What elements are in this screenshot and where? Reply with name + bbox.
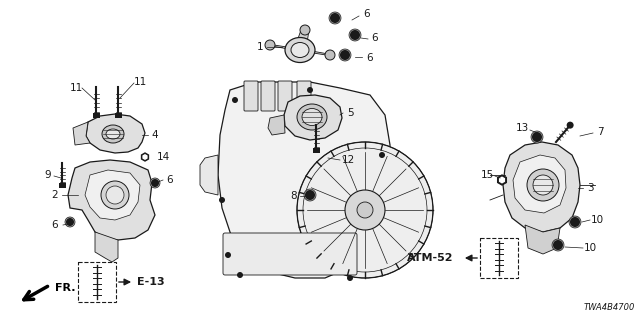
FancyBboxPatch shape [115, 113, 122, 117]
Polygon shape [513, 155, 566, 213]
Circle shape [219, 197, 225, 203]
Circle shape [237, 272, 243, 278]
Circle shape [531, 131, 543, 143]
Polygon shape [73, 122, 90, 145]
Circle shape [350, 30, 360, 40]
Polygon shape [200, 155, 218, 195]
Ellipse shape [106, 129, 120, 139]
Circle shape [552, 239, 564, 251]
Polygon shape [143, 155, 147, 159]
Polygon shape [266, 45, 306, 50]
Text: 6: 6 [372, 33, 378, 43]
Text: 6: 6 [52, 220, 58, 230]
Circle shape [66, 218, 74, 226]
Text: TWA4B4700: TWA4B4700 [584, 303, 635, 312]
FancyBboxPatch shape [278, 81, 292, 111]
Circle shape [150, 178, 160, 188]
Text: E-13: E-13 [137, 277, 165, 287]
Circle shape [345, 190, 385, 230]
Circle shape [329, 12, 341, 24]
Text: 10: 10 [584, 243, 596, 253]
FancyBboxPatch shape [93, 113, 99, 117]
FancyBboxPatch shape [58, 182, 65, 188]
Polygon shape [68, 160, 155, 240]
Circle shape [232, 97, 238, 103]
Text: 12: 12 [341, 155, 355, 165]
Circle shape [569, 216, 581, 228]
Circle shape [357, 202, 373, 218]
Ellipse shape [291, 43, 309, 58]
Polygon shape [294, 50, 334, 55]
Circle shape [340, 50, 350, 60]
Circle shape [339, 49, 351, 61]
Ellipse shape [285, 37, 315, 62]
Circle shape [305, 190, 315, 200]
Text: ATM-52: ATM-52 [407, 253, 453, 263]
Polygon shape [525, 225, 560, 254]
Ellipse shape [297, 104, 327, 130]
Circle shape [347, 275, 353, 281]
Circle shape [349, 29, 361, 41]
Circle shape [379, 152, 385, 158]
Circle shape [297, 142, 433, 278]
Bar [480, 238, 518, 278]
Text: 10: 10 [591, 215, 604, 225]
Text: 11: 11 [69, 83, 83, 93]
Text: 11: 11 [133, 77, 147, 87]
Text: 8: 8 [291, 191, 298, 201]
Text: 1: 1 [257, 42, 263, 52]
Ellipse shape [102, 125, 124, 143]
Text: 6: 6 [367, 53, 373, 63]
Polygon shape [268, 115, 285, 135]
Ellipse shape [302, 108, 322, 125]
Circle shape [330, 13, 340, 23]
Ellipse shape [106, 186, 124, 204]
FancyBboxPatch shape [312, 148, 319, 153]
Polygon shape [85, 170, 140, 220]
Text: 4: 4 [152, 130, 158, 140]
FancyBboxPatch shape [223, 233, 357, 275]
Circle shape [151, 179, 159, 187]
Polygon shape [95, 232, 118, 262]
Circle shape [566, 122, 573, 129]
Polygon shape [86, 114, 145, 153]
Circle shape [65, 217, 75, 227]
Ellipse shape [527, 169, 559, 201]
Text: 6: 6 [364, 9, 371, 19]
Polygon shape [498, 175, 506, 185]
Circle shape [532, 132, 542, 142]
Circle shape [307, 87, 313, 93]
FancyBboxPatch shape [297, 81, 311, 111]
Text: 9: 9 [45, 170, 51, 180]
Text: 14: 14 [156, 152, 170, 162]
Text: 13: 13 [515, 123, 529, 133]
Polygon shape [284, 95, 342, 140]
Circle shape [553, 240, 563, 250]
Ellipse shape [533, 175, 553, 195]
FancyBboxPatch shape [261, 81, 275, 111]
Text: 2: 2 [52, 190, 58, 200]
Circle shape [335, 117, 341, 123]
Circle shape [300, 25, 310, 35]
Circle shape [265, 40, 275, 50]
Circle shape [325, 50, 335, 60]
Polygon shape [218, 82, 390, 278]
Ellipse shape [101, 181, 129, 209]
Text: 3: 3 [587, 183, 593, 193]
Polygon shape [294, 30, 309, 50]
Circle shape [570, 217, 580, 227]
Bar [78, 262, 116, 302]
Text: 6: 6 [166, 175, 173, 185]
FancyBboxPatch shape [244, 81, 258, 111]
Text: 7: 7 [596, 127, 604, 137]
Circle shape [225, 252, 231, 258]
Polygon shape [500, 177, 504, 183]
Text: FR.: FR. [55, 283, 76, 293]
Text: 5: 5 [347, 108, 353, 118]
Polygon shape [503, 142, 580, 232]
Circle shape [304, 189, 316, 201]
Text: 15: 15 [481, 170, 493, 180]
Polygon shape [141, 153, 148, 161]
